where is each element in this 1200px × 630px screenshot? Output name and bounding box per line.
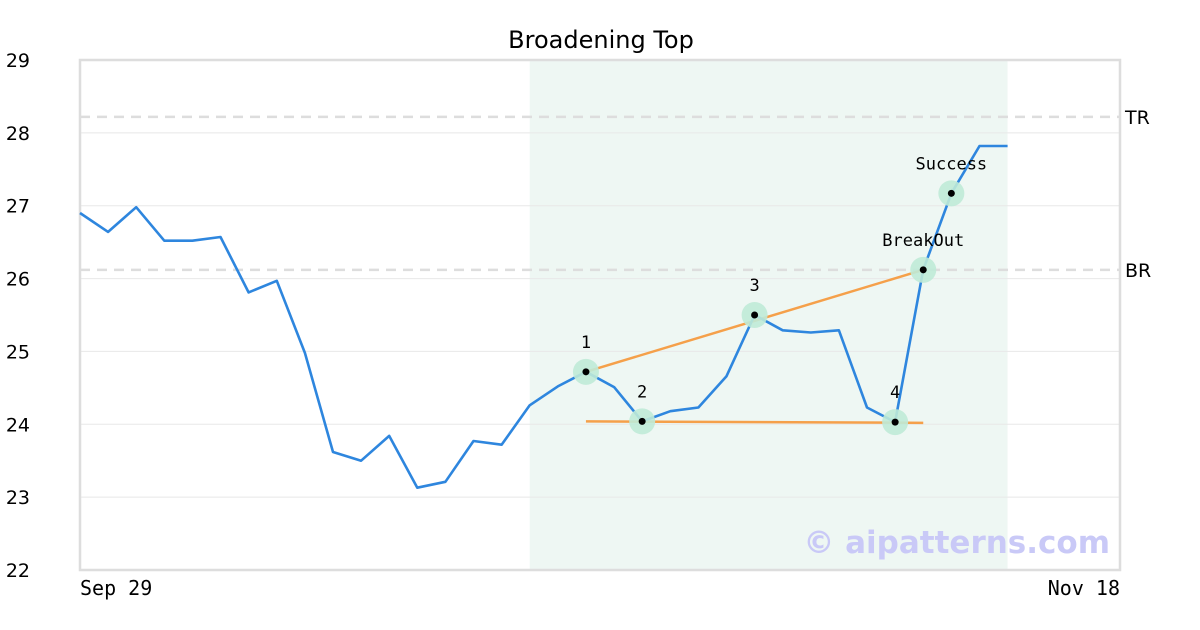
x-axis-ticks: Sep 29 Nov 18: [80, 576, 1120, 600]
point-marker: [947, 189, 955, 197]
point-label: Success: [916, 154, 988, 174]
point-marker: [582, 368, 590, 376]
y-tick-label: 28: [6, 123, 30, 145]
y-tick-label: 24: [6, 414, 30, 436]
y-tick-label: 29: [6, 50, 30, 72]
plot-frame: [78, 58, 1122, 572]
point-marker: [919, 266, 927, 274]
point-marker: [751, 311, 759, 319]
y-tick-label: 22: [6, 560, 30, 582]
point-label: 4: [890, 383, 900, 403]
reference-line-label: TR: [1124, 107, 1150, 129]
y-tick-label: 23: [6, 487, 30, 509]
watermark: © aipatterns.com: [803, 525, 1110, 561]
price-series-line: [79, 144, 1008, 489]
reference-line-label: BR: [1125, 260, 1151, 282]
x-tick-label: Nov 18: [1048, 576, 1120, 600]
reference-lines: TR BR: [80, 107, 1151, 282]
point-label: BreakOut: [882, 231, 964, 251]
x-tick-label: Sep 29: [80, 576, 152, 600]
chart-title: Broadening Top: [508, 26, 694, 54]
pattern-points: 1 2 3 4 BreakOut Success: [572, 154, 988, 436]
y-tick-label: 25: [6, 341, 30, 363]
point-label: 2: [637, 382, 647, 402]
y-axis-ticks: 22 23 24 25 26 27 28 29: [6, 50, 30, 582]
pattern-highlight-region: [529, 60, 1008, 570]
y-tick-label: 26: [6, 269, 30, 291]
point-marker: [891, 418, 899, 426]
point-marker: [638, 417, 646, 425]
point-label: 1: [581, 333, 591, 353]
y-tick-label: 27: [6, 196, 30, 218]
point-label: 3: [749, 276, 759, 296]
